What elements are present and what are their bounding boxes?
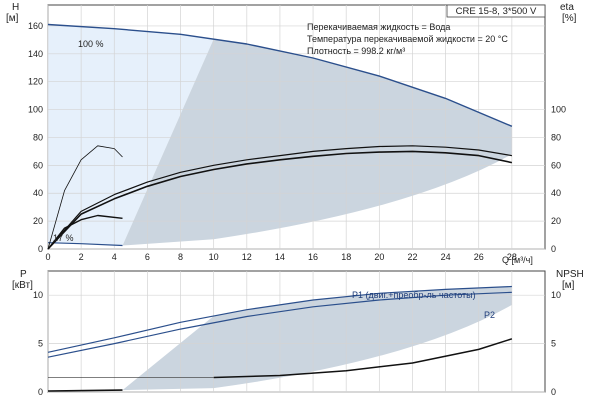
y-tick-label-eta: 0 [551,244,556,254]
x-tick-label: 4 [112,252,117,262]
y-tick-label-npsh: 5 [551,339,556,349]
y-axis-label-h: H [12,2,19,13]
x-tick-label: 6 [145,252,150,262]
y-tick-label-eta: 100 [551,105,566,115]
y-tick-label-h: 60 [33,160,43,170]
x-tick-label: 18 [341,252,351,262]
speed-label-100: 100 % [78,39,104,49]
operating-range-band [122,39,512,246]
y-tick-label-eta: 80 [551,132,561,142]
y-tick-label-h: 120 [28,77,43,87]
y-axis-unit-h: [м] [6,13,19,24]
x-tick-label: 2 [79,252,84,262]
annotation-density: Плотность = 998.2 кг/м³ [307,46,405,56]
y-tick-label-h: 20 [33,216,43,226]
speed-label-17: 17 % [53,233,74,243]
title-box [446,4,546,18]
x-tick-label: 28 [507,252,517,262]
chart-title: CRE 15-8, 3*500 V [456,6,537,17]
y-axis-label-npsh: NPSH [556,269,584,280]
curve-head-17 [47,242,123,247]
x-tick-label: 14 [275,252,285,262]
y-tick-label-p: 5 [38,339,43,349]
y-tick-label-p: 0 [38,387,43,397]
x-tick-label: 20 [374,252,384,262]
annotation-liquid: Перекачиваемая жидкость = Вода [307,22,450,32]
y-axis-unit-eta: [%] [562,13,577,24]
power-operating-band [122,286,512,391]
x-axis-label: Q [м³/ч] [502,255,533,265]
y-axis-unit-npsh: [м] [562,280,575,291]
curve-efficiency-reduced-speed [47,214,123,250]
curve-series-0 [47,285,512,353]
x-tick-label: 24 [441,252,451,262]
curve-power-reduced-speed [47,389,123,392]
curve-head-100 [47,23,513,127]
top-curves [47,23,513,250]
y-tick-label-eta: 20 [551,216,561,226]
curve-curve-thin [47,145,123,250]
annotation-temperature: Температура перекачиваемой жидкости = 20… [307,34,508,44]
curve-npsh [213,338,513,379]
operating-range-light-fill [48,24,214,246]
x-tick-label: 22 [407,252,417,262]
head-efficiency-panel: 0 2 4 6 8 10 12 14 16 18 20 22 24 26 28020406080100120… [6,2,577,265]
bottom-grid [47,271,545,393]
curve-efficiency-lower [47,150,513,250]
bottom-tick-labels: 0 5 10 0 5 10 [33,290,561,397]
y-tick-label-h: 0 [38,244,43,254]
y-tick-label-eta: 60 [551,160,561,170]
legend-p2: P2 [484,310,495,320]
y-tick-label-npsh: 0 [551,387,556,397]
y-tick-label-npsh: 10 [551,290,561,300]
y-tick-label-h: 40 [33,188,43,198]
x-tick-label: 16 [308,252,318,262]
x-tick-label: 12 [242,252,252,262]
y-tick-label-h: 80 [33,132,43,142]
x-tick-label: 10 [209,252,219,262]
power-npsh-panel: 0 5 10 0 5 10 P [кВт] NPSH [м] P1 (двиг.+прео… [12,269,584,397]
y-tick-label-h: 160 [28,21,43,31]
curve-efficiency-upper [47,145,512,250]
bottom-curves [47,285,513,392]
y-tick-label-eta: 40 [551,188,561,198]
x-tick-label: 0 [45,252,50,262]
top-tick-labels: 0 2 4 6 8 10 12 14 16 18 20 22 24 26 28020406080100120… [28,21,566,262]
y-tick-label-p: 10 [33,290,43,300]
x-tick-label: 8 [178,252,183,262]
legend-p1: P1 (двиг.+преобр-ль частоты) [352,290,476,300]
y-axis-label-p: P [20,269,27,280]
y-axis-label-eta: eta [560,2,574,13]
y-tick-label-h: 140 [28,49,43,59]
x-tick-label: 26 [474,252,484,262]
y-axis-unit-p: [кВт] [12,280,33,291]
y-tick-label-h: 100 [28,105,43,115]
curve-series-1 [47,291,512,358]
